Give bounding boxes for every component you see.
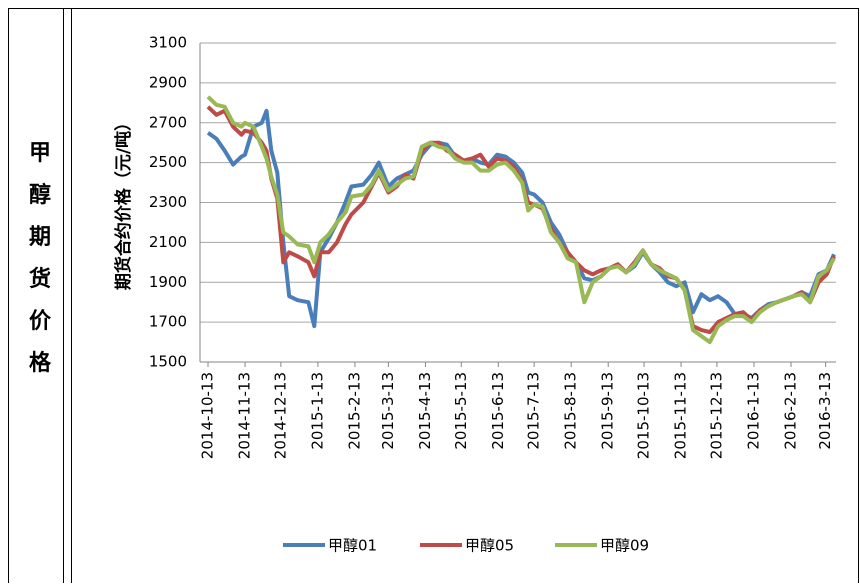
y-tick-label: 2700 <box>149 113 187 131</box>
x-tick-label: 2014-10-13 <box>199 372 217 459</box>
y-tick-label: 2100 <box>149 233 187 251</box>
legend-label: 甲醇09 <box>600 537 649 555</box>
x-tick-label: 2015-11-13 <box>672 372 690 459</box>
x-tick-label: 2015-6-13 <box>489 372 507 450</box>
y-tick-label: 1700 <box>149 313 187 331</box>
x-tick-label: 2015-5-13 <box>452 372 470 450</box>
side-label-text: 甲醇期货价格 <box>29 141 52 376</box>
x-tick-label: 2016-3-13 <box>816 372 834 450</box>
y-tick-label: 2500 <box>149 153 187 171</box>
x-tick-label: 2015-7-13 <box>525 372 543 450</box>
x-tick-label: 2016-1-13 <box>744 372 762 450</box>
x-tick-label: 2015-1-13 <box>308 372 326 450</box>
x-tick-label: 2015-4-13 <box>416 372 434 450</box>
x-tick-label: 2015-9-13 <box>599 372 617 450</box>
x-tick-label: 2015-12-13 <box>707 372 725 459</box>
x-tick-label: 2014-11-13 <box>236 372 254 459</box>
y-tick-label: 2900 <box>149 73 187 91</box>
y-axis-label: 期货合约价格（元/吨） <box>113 114 134 290</box>
x-tick-label: 2015-3-13 <box>379 372 397 450</box>
x-tick-label: 2015-10-13 <box>635 372 653 459</box>
x-tick-label: 2014-12-13 <box>271 372 289 459</box>
x-tick-label: 2016-2-13 <box>781 372 799 450</box>
frame <box>8 8 859 587</box>
series-line <box>206 105 836 335</box>
y-tick-label: 1500 <box>149 353 187 371</box>
series-line <box>206 95 836 345</box>
x-tick-label: 2015-2-13 <box>345 372 363 450</box>
x-tick-label: 2015-8-13 <box>562 372 580 450</box>
y-tick-label: 3100 <box>149 34 187 52</box>
legend-label: 甲醇01 <box>328 537 377 555</box>
legend-label: 甲醇05 <box>465 537 514 555</box>
y-tick-label: 2300 <box>149 193 187 211</box>
side-label: 甲醇期货价格 <box>29 141 52 376</box>
series-line <box>206 108 836 329</box>
y-tick-label: 1900 <box>149 273 187 291</box>
